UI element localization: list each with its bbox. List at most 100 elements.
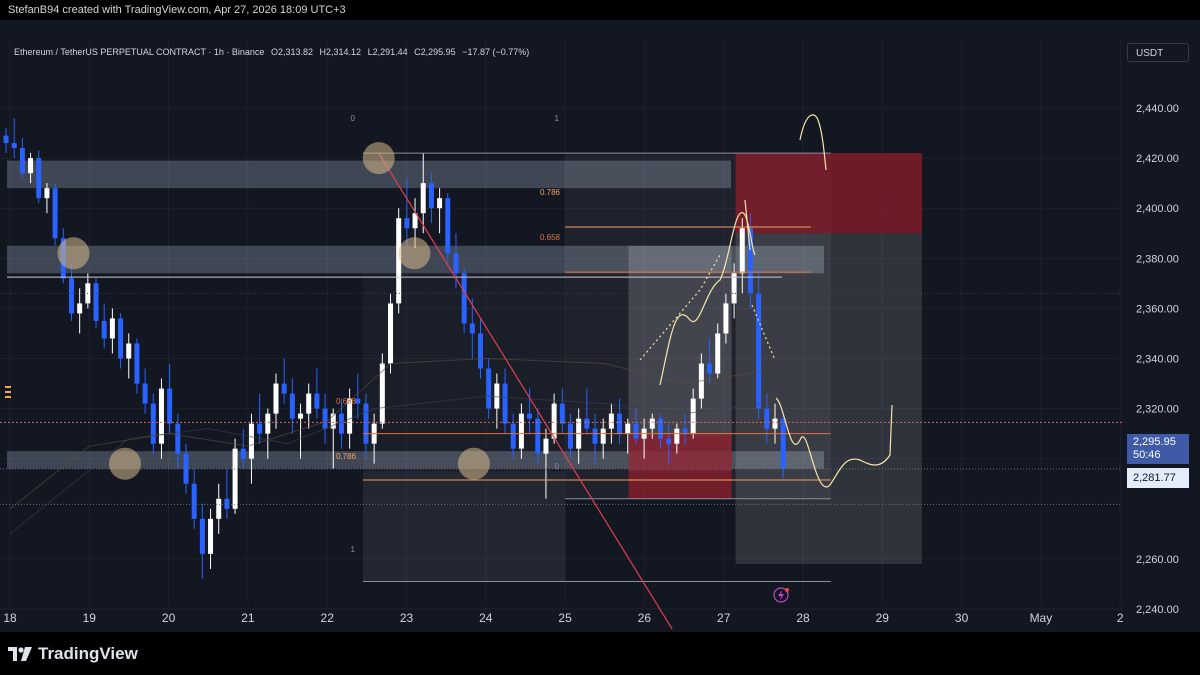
candle-body — [388, 303, 394, 364]
left-marker — [5, 386, 11, 388]
candle-body — [257, 423, 263, 434]
candle-body — [191, 483, 197, 519]
candle-body — [11, 143, 17, 149]
candle-body — [584, 418, 590, 429]
x-axis-tick-label: 25 — [558, 611, 572, 625]
candle-body — [756, 293, 762, 409]
candle-body — [649, 418, 655, 429]
candle-body — [363, 403, 369, 444]
open-value: O2,313.82 — [270, 47, 313, 57]
candle-body — [306, 393, 312, 414]
candle-body — [77, 303, 83, 314]
candle-body — [666, 438, 672, 444]
fib-label: 0.658 — [336, 397, 357, 406]
x-axis-tick-label: 24 — [479, 611, 493, 625]
x-axis-tick-label: 21 — [241, 611, 255, 625]
candles — [3, 118, 786, 579]
candle-body — [723, 303, 729, 334]
tradingview-logo[interactable]: TradingView — [8, 644, 138, 664]
pivot-highlight-circle — [57, 237, 90, 270]
fib-label: 0.786 — [336, 452, 357, 461]
candle-body — [298, 413, 304, 419]
y-axis-tick-label: 2,440.00 — [1136, 103, 1179, 115]
candle-body — [625, 423, 631, 434]
current-price-tag: 2,295.95 50:46 — [1127, 434, 1189, 464]
price-chart[interactable]: 0 1 0.786 0.658 1 0 0.786 0.658 2,440.00 2,420.0… — [0, 20, 1200, 632]
candle-body — [314, 393, 320, 409]
symbol-name: Ethereum / TetherUS PERPETUAL CONTRACT ·… — [14, 47, 265, 57]
candle-body — [158, 388, 164, 444]
flash-alert-icon[interactable] — [773, 587, 789, 603]
candle-body — [101, 320, 107, 339]
candle-body — [445, 198, 451, 254]
candle-body — [232, 448, 238, 509]
candle-body — [208, 518, 214, 554]
candle-body — [715, 333, 721, 374]
candle-body — [494, 383, 500, 409]
x-axis-tick-label: 20 — [162, 611, 176, 625]
projected-path-drop — [744, 199, 751, 251]
fib-label: 0 — [555, 462, 560, 471]
y-axis-tick-label: 2,400.00 — [1136, 203, 1179, 215]
candle-body — [134, 343, 140, 384]
candle-body — [469, 323, 475, 334]
y-axis-tick-label: 2,380.00 — [1136, 253, 1179, 265]
fib-label: 1 — [351, 545, 356, 554]
descending-trendline — [378, 152, 673, 630]
footer-bar: TradingView — [0, 632, 1200, 675]
candle-body — [739, 228, 745, 274]
candle-body — [674, 428, 680, 444]
candle-body — [600, 428, 606, 444]
candle-body — [273, 383, 279, 414]
candle-body — [3, 135, 9, 144]
candle-body — [142, 383, 148, 404]
candle-body — [518, 413, 524, 449]
y-axis-tick-label: 2,320.00 — [1136, 404, 1179, 416]
x-axis-tick-label: 23 — [400, 611, 414, 625]
tradingview-logo-icon — [8, 647, 32, 661]
candle-body — [68, 278, 74, 314]
short-stop-box — [735, 153, 922, 234]
candle-body — [289, 393, 295, 419]
current-price-label: 2,295.95 — [1133, 436, 1176, 448]
candle-body — [167, 388, 173, 424]
x-axis-tick-label: 2 — [1117, 611, 1124, 625]
candle-body — [150, 403, 156, 444]
fib-label: 0.786 — [540, 188, 561, 197]
candle-body — [126, 343, 132, 359]
x-axis-tick-label: 29 — [876, 611, 890, 625]
close-value: C2,295.95 — [414, 47, 456, 57]
candle-body — [731, 273, 737, 304]
candle-body — [199, 518, 205, 554]
pivot-highlight-circle — [457, 447, 490, 480]
candle-body — [355, 398, 361, 404]
projected-path-spike — [799, 114, 827, 171]
bar-countdown-label: 50:46 — [1133, 449, 1161, 461]
candle-body — [453, 253, 459, 274]
chart-area[interactable]: 0 1 0.786 0.658 1 0 0.786 0.658 2,440.00 2,420.0… — [0, 20, 1200, 632]
candle-body — [347, 398, 353, 434]
y-axis-tick-label: 2,360.00 — [1136, 303, 1179, 315]
pivot-highlight-circle — [362, 142, 395, 175]
candle-body — [36, 158, 42, 199]
position-boxes — [362, 153, 922, 582]
currency-button[interactable]: USDT — [1127, 43, 1189, 62]
candle-body — [322, 408, 328, 429]
candle-body — [527, 413, 533, 419]
candle-body — [224, 498, 230, 509]
candle-body — [109, 318, 115, 339]
candle-body — [93, 283, 99, 321]
x-axis-tick-label: 19 — [83, 611, 97, 625]
candle-body — [428, 183, 434, 209]
fib-label: 0.658 — [540, 233, 561, 242]
candle-body — [281, 383, 287, 394]
candle-body — [535, 418, 541, 454]
candle-body — [608, 413, 614, 429]
candle-body — [118, 318, 124, 359]
x-axis-tick-label: 27 — [717, 611, 731, 625]
candle-body — [404, 218, 410, 229]
drawings: 0 1 0.786 0.658 1 0 0.786 0.658 — [0, 114, 1122, 630]
candle-body — [19, 148, 25, 174]
candle-body — [510, 423, 516, 449]
candle-body — [437, 198, 443, 209]
